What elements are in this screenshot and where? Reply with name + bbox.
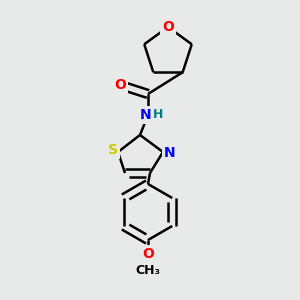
Text: S: S [108,143,118,157]
Text: O: O [114,78,126,92]
Text: O: O [162,20,174,34]
Text: CH₃: CH₃ [136,263,160,277]
Text: N: N [164,146,176,160]
Text: H: H [153,107,163,121]
Text: O: O [142,247,154,261]
Text: N: N [140,108,152,122]
